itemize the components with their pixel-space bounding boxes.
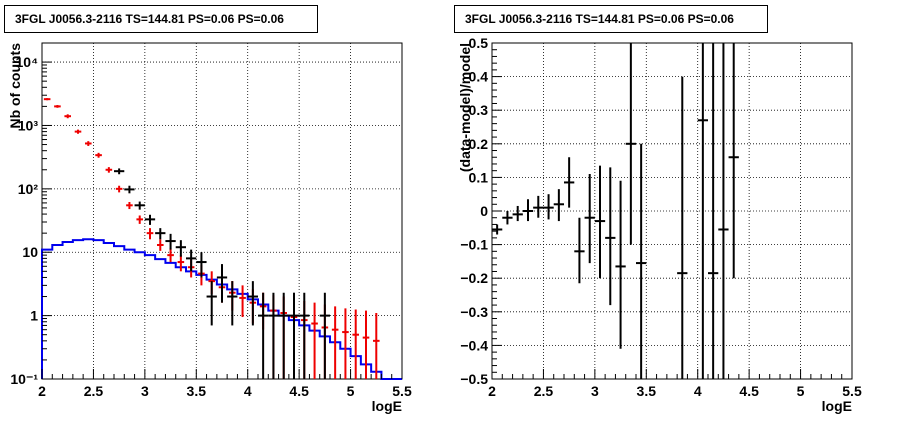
x-tick-label: 3.5 xyxy=(637,383,657,399)
y-tick-label: 10² xyxy=(18,181,39,197)
x-tick-label: 3.5 xyxy=(187,383,207,399)
right-chart-title: 3FGL J0056.3-2116 TS=144.81 PS=0.06 PS=0… xyxy=(454,5,768,33)
y-tick-label: 0.2 xyxy=(469,136,489,152)
left-marks xyxy=(41,98,402,380)
x-tick-label: 2.5 xyxy=(84,383,104,399)
x-tick-label: 4 xyxy=(244,383,252,399)
left-plot-frame xyxy=(41,42,403,380)
y-tick-label: 1 xyxy=(30,308,38,324)
y-tick-label: −0.2 xyxy=(460,270,488,286)
x-tick-label: 4.5 xyxy=(289,383,309,399)
x-tick-label: 4 xyxy=(694,383,702,399)
x-tick-label: 2.5 xyxy=(534,383,554,399)
right-x-axis-label: logE xyxy=(822,398,852,414)
x-tick-label: 5 xyxy=(347,383,355,399)
x-tick-label: 5 xyxy=(797,383,805,399)
left-chart-title: 3FGL J0056.3-2116 TS=144.81 PS=0.06 PS=0… xyxy=(4,5,318,33)
right-grid xyxy=(492,43,852,379)
x-tick-label: 2 xyxy=(488,383,496,399)
y-tick-label: 0.5 xyxy=(469,35,489,51)
left-ticks: 2 2.5 3 3.5 4 4.5 5 5.5 10⁻¹ 1 10 10² 10³ 10⁴ xyxy=(10,42,412,399)
right-panel: 2 2.5 3 3.5 4 4.5 5 5.5 −0.5 −0.4 −0.3 −0.2 −0.1 0 0.1… xyxy=(457,35,862,414)
y-tick-label: 10 xyxy=(22,244,38,260)
y-tick-label: 0.4 xyxy=(469,69,489,85)
right-y-axis-label: (data-model)/model xyxy=(457,43,473,172)
right-ticks: 2 2.5 3 3.5 4 4.5 5 5.5 −0.5 −0.4 −0.3 −0.2 −0.1 0 0.1… xyxy=(460,35,862,399)
right-marks xyxy=(492,43,739,379)
y-tick-label: 10⁴ xyxy=(16,54,39,70)
y-tick-label: 10³ xyxy=(18,117,39,133)
x-tick-label: 2 xyxy=(38,383,46,399)
y-tick-label: −0.5 xyxy=(460,371,488,387)
x-tick-label: 4.5 xyxy=(739,383,759,399)
x-tick-label: 3 xyxy=(591,383,599,399)
y-tick-label: 0 xyxy=(480,203,488,219)
y-tick-label: −0.1 xyxy=(460,237,488,253)
left-panel: 2 2.5 3 3.5 4 4.5 5 5.5 10⁻¹ 1 10 10² 10³ 10⁴ logE Nb… xyxy=(7,42,412,414)
x-tick-label: 5.5 xyxy=(392,383,412,399)
y-tick-label: 0.1 xyxy=(469,169,489,185)
x-tick-label: 5.5 xyxy=(842,383,862,399)
left-x-axis-label: logE xyxy=(372,398,402,414)
y-tick-label: 0.3 xyxy=(469,102,489,118)
y-tick-label: 10⁻¹ xyxy=(10,371,38,387)
x-tick-label: 3 xyxy=(141,383,149,399)
y-tick-label: −0.3 xyxy=(460,304,488,320)
left-y-axis-label: Nb of counts xyxy=(7,43,23,129)
y-tick-label: −0.4 xyxy=(460,337,488,353)
